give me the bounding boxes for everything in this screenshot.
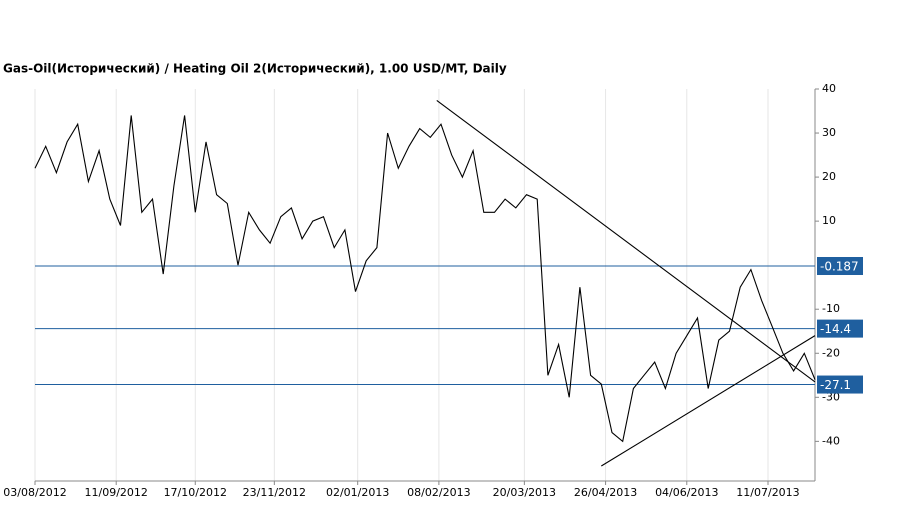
x-tick-label: 20/03/2013 bbox=[493, 486, 556, 499]
level-label-box bbox=[817, 319, 863, 338]
level-label: -14.4 bbox=[820, 322, 851, 336]
level-label: -27.1 bbox=[820, 378, 851, 392]
y-tick-label: -10 bbox=[822, 302, 840, 315]
y-tick-label: 40 bbox=[822, 82, 836, 95]
trend-line bbox=[436, 100, 816, 383]
x-tick-label: 11/07/2013 bbox=[736, 486, 799, 499]
y-tick-label: -40 bbox=[822, 434, 840, 447]
y-tick-label: -30 bbox=[822, 390, 840, 403]
y-tick-label: -20 bbox=[822, 346, 840, 359]
y-tick-label: 30 bbox=[822, 126, 836, 139]
chart-title: Gas-Oil(Исторический) / Heating Oil 2(Ис… bbox=[3, 62, 507, 76]
level-label-box bbox=[817, 375, 863, 394]
x-tick-label: 17/10/2012 bbox=[164, 486, 227, 499]
x-tick-label: 04/06/2013 bbox=[655, 486, 718, 499]
level-label: -0.187 bbox=[820, 260, 859, 274]
level-label-box bbox=[817, 257, 863, 276]
x-tick-label: 02/01/2013 bbox=[326, 486, 389, 499]
x-tick-label: 23/11/2012 bbox=[243, 486, 306, 499]
price-line bbox=[34, 115, 816, 443]
y-tick-label: 20 bbox=[822, 170, 836, 183]
y-tick-label: 10 bbox=[822, 214, 836, 227]
x-tick-label: 08/02/2013 bbox=[407, 486, 470, 499]
x-tick-label: 11/09/2012 bbox=[85, 486, 148, 499]
trend-line bbox=[601, 335, 816, 467]
x-tick-label: 26/04/2013 bbox=[574, 486, 637, 499]
x-tick-label: 03/08/2012 bbox=[3, 486, 66, 499]
